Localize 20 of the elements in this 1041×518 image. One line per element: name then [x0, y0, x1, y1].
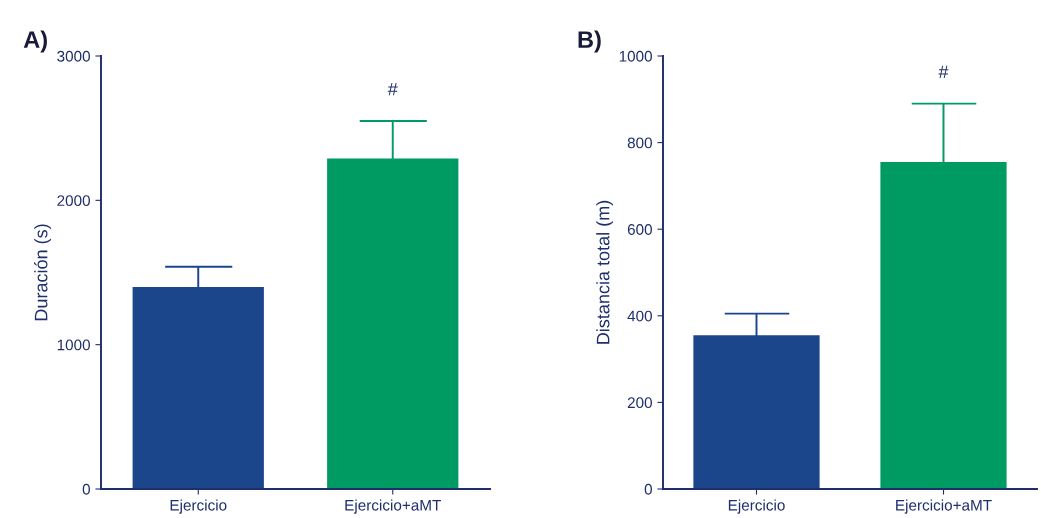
- y-axis-title: Distancia total (m): [596, 200, 614, 344]
- y-tick-label: 1000: [57, 339, 90, 351]
- y-axis-title: Duración (s): [34, 224, 52, 321]
- x-tick-label: Ejercicio+aMT: [896, 499, 992, 514]
- y-tick-label: 800: [627, 137, 652, 149]
- x-tick-label: Ejercicio: [728, 499, 785, 514]
- x-tick-label: Ejercicio: [170, 499, 227, 514]
- y-tick-label: 200: [627, 397, 652, 409]
- y-tick-label: 3000: [57, 50, 90, 62]
- y-tick-label: 2000: [57, 195, 90, 207]
- y-tick-label: 0: [644, 483, 652, 495]
- y-tick-label: 1000: [619, 50, 652, 62]
- y-tick-label: 600: [627, 224, 652, 235]
- chart-title: A): [23, 30, 47, 53]
- chart-title: B): [578, 30, 601, 53]
- x-tick-label: Ejercicio+aMT: [345, 499, 442, 514]
- y-tick-label: 0: [82, 483, 90, 495]
- annotation: #: [387, 82, 398, 96]
- y-tick-label: 400: [627, 310, 652, 322]
- annotation: #: [938, 65, 949, 78]
